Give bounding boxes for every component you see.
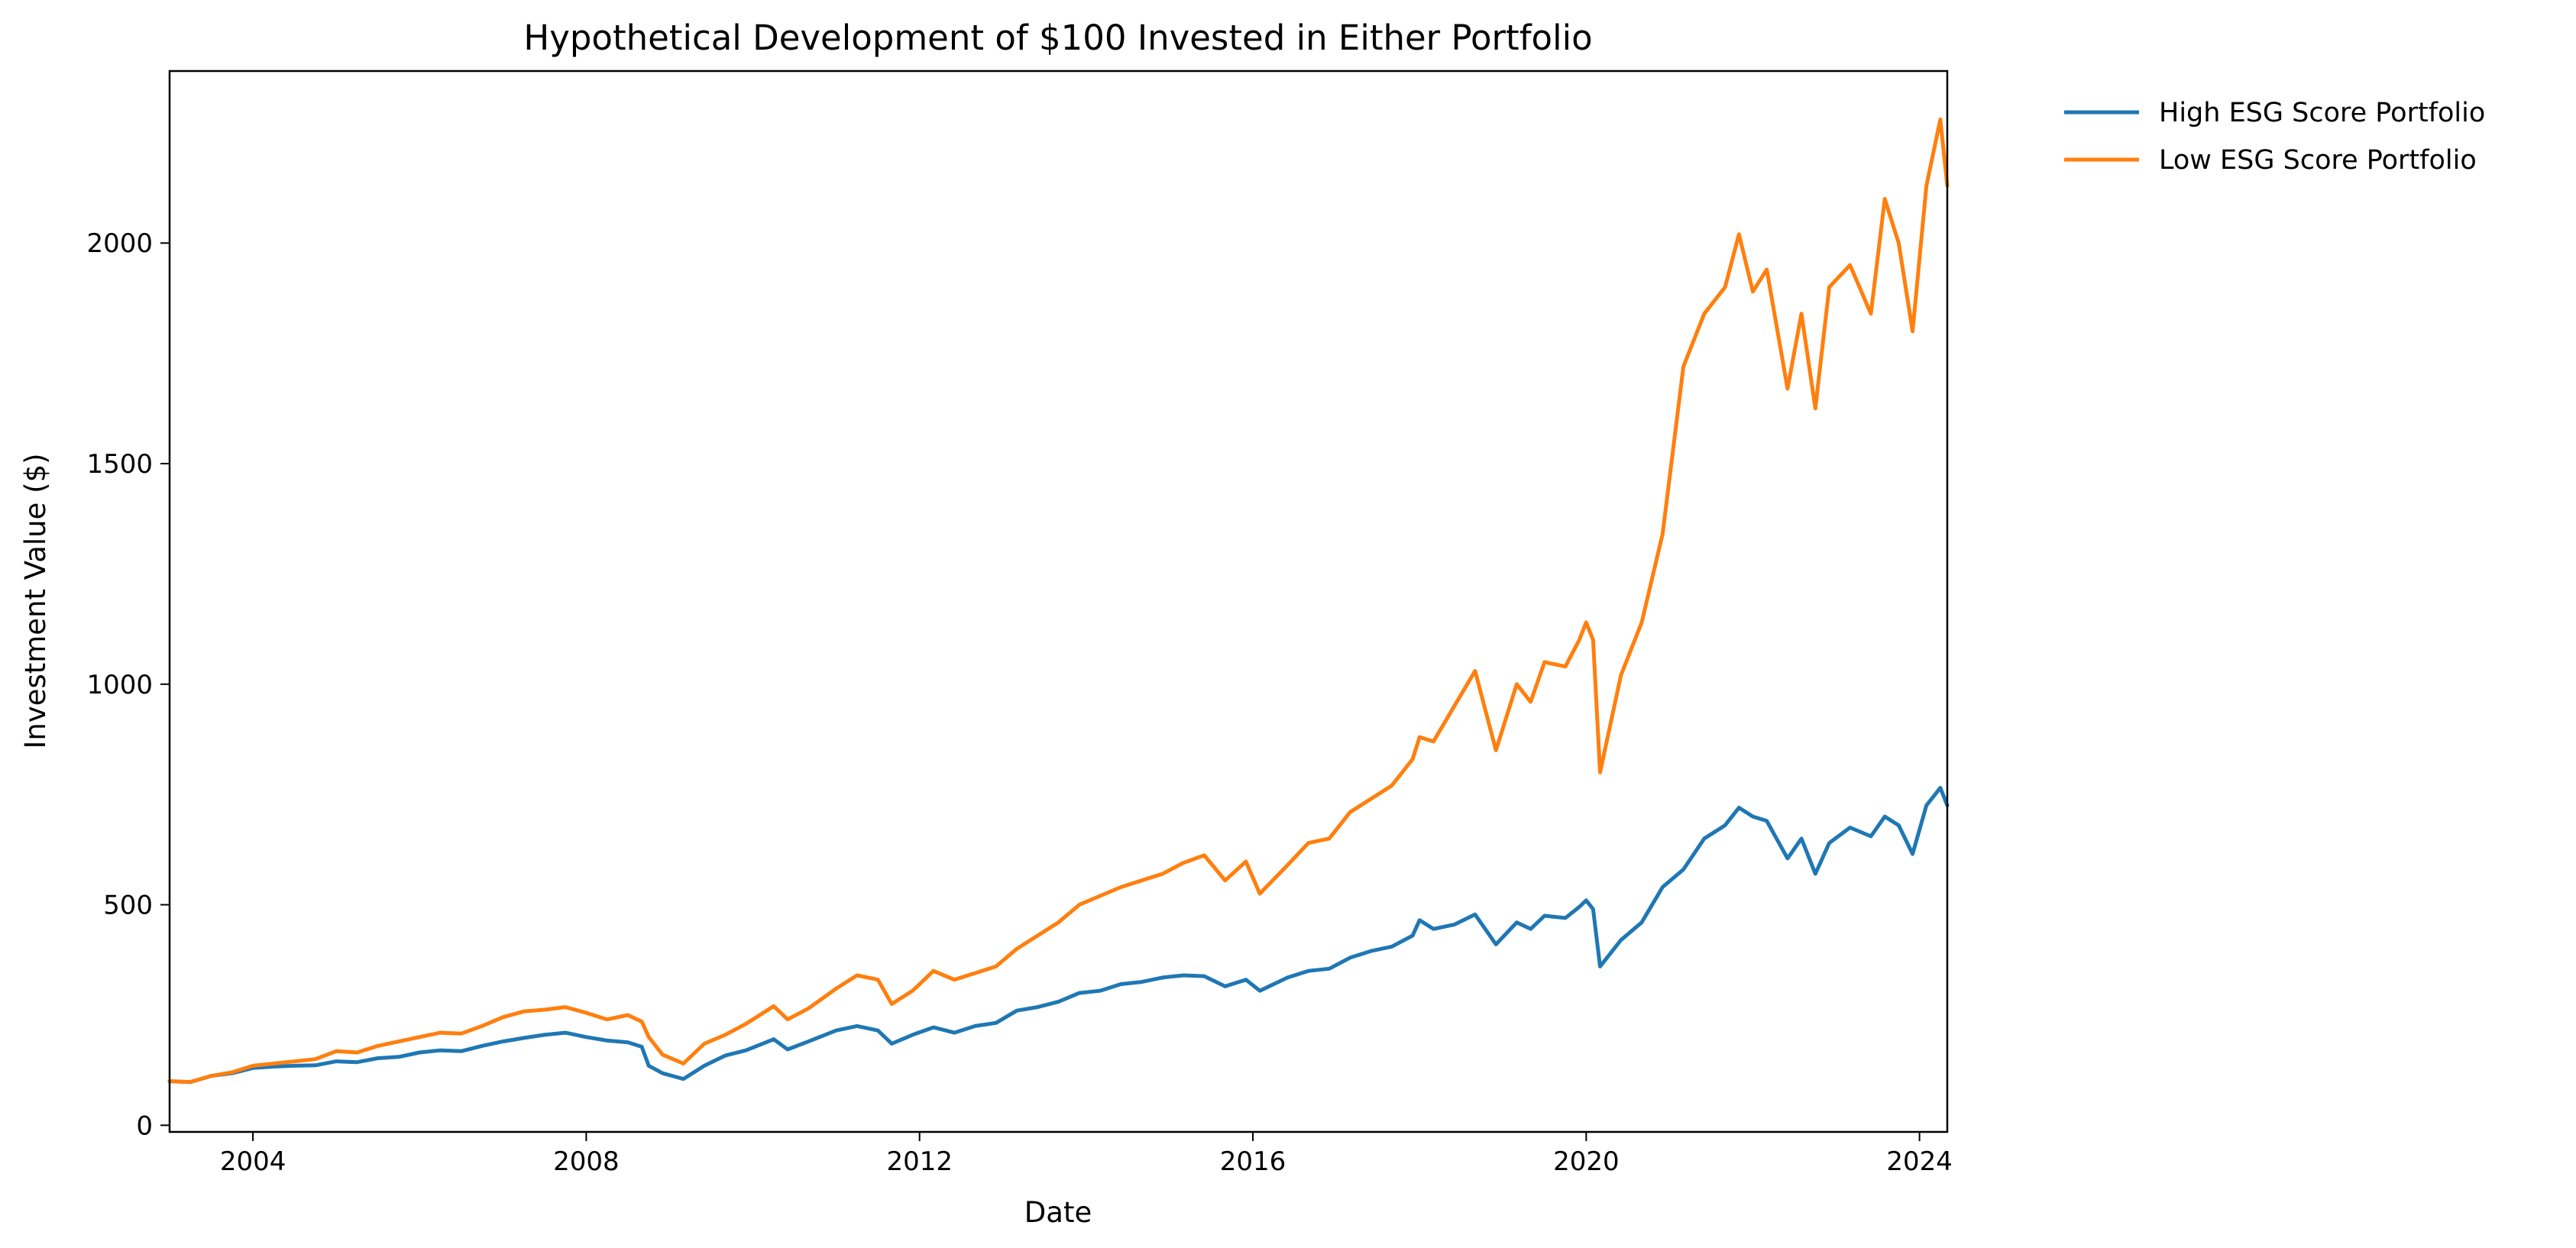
x-tick-label: 2020 [1553, 1146, 1620, 1177]
plot-frame [168, 70, 1949, 1133]
y-tick-label: 1500 [86, 449, 153, 480]
x-tick-label: 2016 [1220, 1146, 1286, 1177]
y-axis-title: Investment Value ($) [19, 453, 52, 748]
legend: High ESG Score Portfolio Low ESG Score Po… [2064, 98, 2485, 176]
y-tick-label: 0 [136, 1111, 153, 1141]
legend-label: Low ESG Score Portfolio [2159, 145, 2477, 176]
chart-title: Hypothetical Development of $100 Investe… [523, 18, 1592, 58]
x-tick-label: 2024 [1886, 1146, 1953, 1177]
series-line-low-esg [167, 118, 1950, 1085]
x-axis: 2004 2008 2012 2016 2020 2024 [220, 1132, 1953, 1177]
x-axis-title: Date [1024, 1196, 1092, 1229]
y-tick-label: 2000 [86, 228, 153, 259]
series-line-high-esg [167, 786, 1950, 1085]
series-lines [167, 118, 1950, 1085]
legend-item: Low ESG Score Portfolio [2064, 145, 2477, 176]
y-axis: 0 500 1000 1500 2000 [86, 228, 170, 1141]
x-tick-label: 2004 [220, 1146, 286, 1177]
legend-label: High ESG Score Portfolio [2159, 98, 2485, 128]
y-tick-label: 500 [103, 891, 153, 921]
x-tick-label: 2012 [886, 1146, 953, 1177]
legend-item: High ESG Score Portfolio [2064, 98, 2485, 128]
x-tick-label: 2008 [553, 1146, 620, 1177]
y-tick-label: 1000 [86, 670, 153, 700]
plot-area [167, 70, 1950, 1133]
